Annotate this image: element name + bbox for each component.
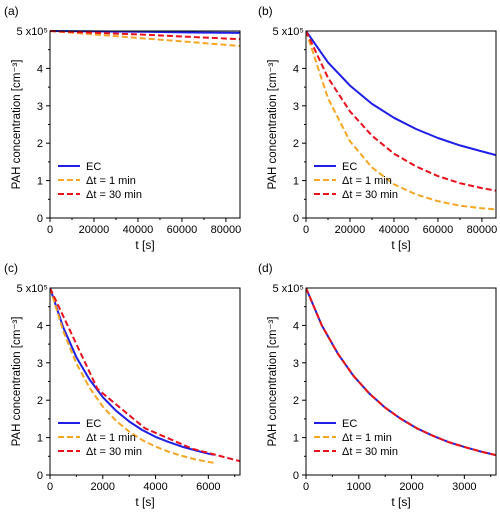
- x-tick-label: 80000: [467, 224, 498, 236]
- series-line-ec: [306, 287, 496, 457]
- x-tick-label: 2000: [91, 481, 115, 493]
- y-tick-label: 2: [293, 138, 299, 150]
- x-tick-label: 20000: [79, 224, 110, 236]
- panel-label: (b): [258, 4, 273, 18]
- x-tick-label: 40000: [379, 224, 410, 236]
- x-tick-label: 60000: [423, 224, 454, 236]
- series-line-dt-30min: [50, 30, 240, 41]
- x-axis-label: t [s]: [391, 238, 410, 252]
- legend-label: EC: [86, 161, 101, 173]
- y-tick-label: 1: [293, 176, 299, 188]
- legend-label: Δt = 1 min: [86, 175, 136, 187]
- legend: EC Δt = 1 min Δt = 30 min: [58, 418, 142, 458]
- x-tick-label: 80000: [211, 224, 242, 236]
- y-tick-label: 2: [293, 395, 299, 407]
- legend-label: EC: [342, 161, 357, 173]
- x-axis-label: t [s]: [135, 238, 154, 252]
- x-tick-label: 40000: [123, 224, 154, 236]
- series-line-dt-1min: [306, 30, 496, 211]
- legend: EC Δt = 1 min Δt = 30 min: [314, 161, 398, 201]
- chart-panel-c: (c) 0 1 2 3 4 5 x10⁵ 0 2000 4000 6000 t [s] PAH conc…: [4, 261, 241, 509]
- y-tick-label: 0: [293, 213, 299, 225]
- x-tick-label: 2000: [399, 481, 423, 493]
- series-line-dt-30min: [50, 287, 240, 463]
- series-line-dt-1min: [306, 287, 496, 457]
- legend-label: Δt = 30 min: [342, 446, 398, 458]
- series-line-dt-30min: [306, 30, 496, 192]
- y-top-label: 5 x10⁵: [273, 26, 304, 38]
- series-line-dt-1min: [50, 287, 214, 464]
- x-tick-label: 20000: [335, 224, 366, 236]
- x-tick-label: 0: [47, 481, 53, 493]
- panel-label: (a): [4, 4, 19, 18]
- legend-label: EC: [86, 418, 101, 430]
- x-axis-label: t [s]: [391, 495, 410, 509]
- y-tick-label: 3: [37, 101, 43, 113]
- y-tick-label: 4: [37, 320, 43, 332]
- y-axis-label: PAH concentration [cm⁻³]: [11, 317, 23, 447]
- y-axis-label: PAH concentration [cm⁻³]: [267, 317, 279, 447]
- x-tick-label: 3000: [452, 481, 476, 493]
- legend-label: Δt = 30 min: [86, 189, 142, 201]
- series-line-ec: [50, 287, 214, 456]
- legend-label: Δt = 1 min: [342, 432, 392, 444]
- legend: EC Δt = 1 min Δt = 30 min: [314, 418, 398, 458]
- y-axis-label: PAH concentration [cm⁻³]: [267, 60, 279, 190]
- y-tick-label: 4: [293, 320, 299, 332]
- y-axis-label: PAH concentration [cm⁻³]: [11, 60, 23, 190]
- x-tick-label: 60000: [167, 224, 198, 236]
- legend-label: Δt = 1 min: [342, 175, 392, 187]
- y-tick-label: 0: [293, 470, 299, 482]
- x-axis-label: t [s]: [135, 495, 154, 509]
- panel-label: (c): [4, 261, 18, 275]
- chart-panel-d: (d) 0 1 2 3 4 5 x10⁵ 0 1000 2000 3000 t [s] PAH conc…: [258, 261, 497, 509]
- legend-label: EC: [342, 418, 357, 430]
- chart-panel-a: (a) 0 1 2 3 4 5 x10⁵ 0 20000 40000 60000 80000 t [s]…: [4, 4, 241, 252]
- y-tick-label: 3: [293, 101, 299, 113]
- y-tick-label: 1: [37, 176, 43, 188]
- x-tick-label: 6000: [196, 481, 220, 493]
- y-tick-label: 3: [293, 358, 299, 370]
- series-line-ec: [306, 30, 496, 157]
- plot-frame: [49, 30, 241, 219]
- y-tick-label: 4: [37, 63, 43, 75]
- y-top-label: 5 x10⁵: [17, 26, 48, 38]
- y-tick-label: 2: [37, 395, 43, 407]
- y-top-label: 5 x10⁵: [273, 283, 304, 295]
- series-line-dt-1min: [50, 30, 240, 47]
- y-tick-label: 1: [37, 433, 43, 445]
- plot-frame: [49, 287, 241, 476]
- x-tick-label: 0: [47, 224, 53, 236]
- series-line-dt-30min: [306, 287, 496, 457]
- panel-label: (d): [258, 261, 273, 275]
- y-tick-label: 0: [37, 213, 43, 225]
- x-tick-label: 0: [303, 224, 309, 236]
- y-top-label: 5 x10⁵: [17, 283, 48, 295]
- x-tick-label: 0: [303, 481, 309, 493]
- y-tick-label: 0: [37, 470, 43, 482]
- plot-frame: [305, 30, 497, 219]
- legend: EC Δt = 1 min Δt = 30 min: [58, 161, 142, 201]
- y-tick-label: 4: [293, 63, 299, 75]
- legend-label: Δt = 30 min: [342, 189, 398, 201]
- chart-panel-b: (b) 0 1 2 3 4 5 x10⁵ 0 20000 40000 60000 80000 t [s]…: [258, 4, 497, 252]
- x-tick-label: 4000: [143, 481, 167, 493]
- legend-label: Δt = 1 min: [86, 432, 136, 444]
- y-tick-label: 2: [37, 138, 43, 150]
- y-tick-label: 1: [293, 433, 299, 445]
- x-tick-label: 1000: [347, 481, 371, 493]
- y-tick-label: 3: [37, 358, 43, 370]
- legend-label: Δt = 30 min: [86, 446, 142, 458]
